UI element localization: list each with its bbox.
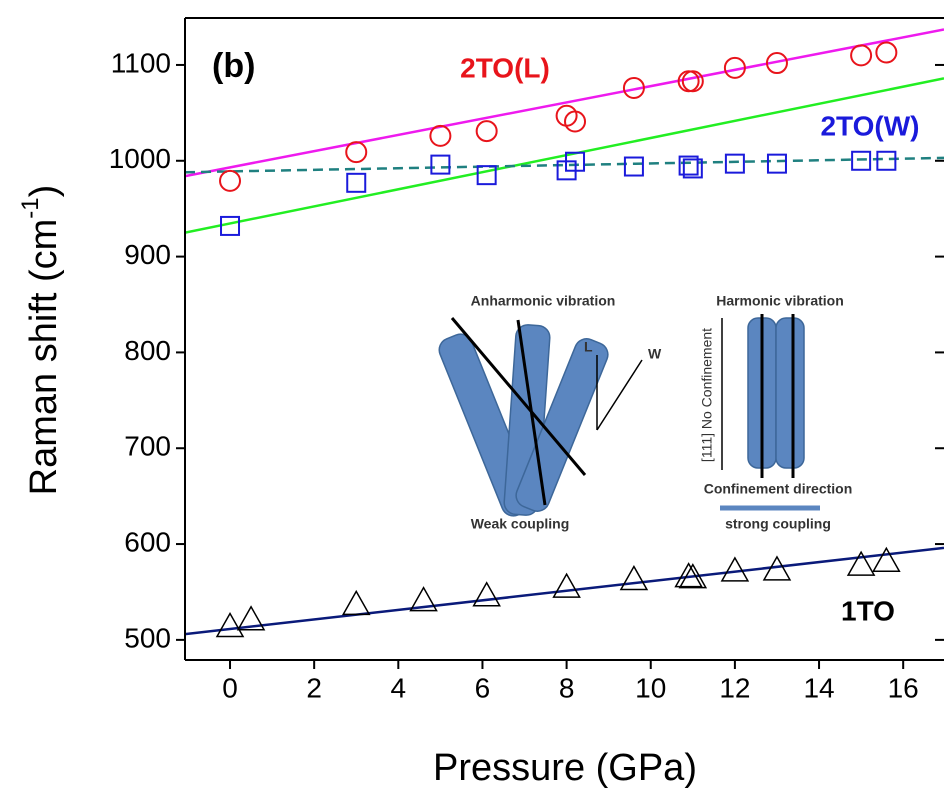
point: [475, 120, 498, 143]
y-tick-label: 900: [124, 239, 171, 270]
point: [674, 562, 703, 588]
x-tick-label: 2: [306, 672, 322, 703]
point: [623, 156, 644, 177]
point: [219, 169, 242, 192]
point: [429, 124, 452, 147]
x-tick-label: 16: [888, 672, 919, 703]
y-tick-label: 800: [124, 335, 171, 366]
point: [552, 572, 581, 598]
y-tick-label: 500: [124, 622, 171, 653]
x-tick-label: 8: [559, 672, 575, 703]
point: [619, 564, 649, 591]
x-tick-label: 10: [635, 672, 666, 703]
x-tick-label: 4: [391, 672, 407, 703]
y-tick-label: 700: [124, 431, 171, 462]
x-axis-label: Pressure (GPa): [433, 747, 697, 789]
x-tick-label: 0: [222, 672, 238, 703]
point: [766, 153, 787, 174]
point: [678, 563, 708, 589]
point: [472, 581, 501, 607]
y-tick-label: 1100: [111, 47, 171, 78]
point: [765, 52, 788, 75]
point: [220, 215, 241, 236]
point: [851, 150, 872, 171]
point: [215, 611, 245, 638]
fit-line: [185, 28, 944, 178]
y-tick-label: 1000: [109, 143, 171, 174]
point: [762, 555, 792, 581]
point: [622, 76, 645, 99]
inset-text: Confinement direction: [704, 481, 853, 497]
point: [682, 158, 703, 179]
inset-diagram: Anharmonic vibration Harmonic vibration …: [438, 293, 853, 532]
panel-label: (b): [212, 47, 255, 85]
series-label: 2TO(W): [820, 110, 919, 141]
y-tick-label: 600: [124, 526, 171, 557]
point: [850, 44, 873, 67]
point: [876, 150, 897, 171]
x-tick-label: 12: [719, 672, 750, 703]
y-axis-label-end: ): [23, 185, 65, 198]
y-axis-label: Raman shift (cm-1): [17, 185, 65, 496]
series-label: 1TO: [841, 595, 895, 626]
y-axis-label-sup: -1: [17, 197, 44, 218]
x-tick-label: 14: [803, 672, 834, 703]
point: [409, 586, 438, 612]
inset-text: Weak coupling: [471, 516, 570, 532]
point: [346, 172, 367, 193]
point: [678, 155, 699, 176]
inset-text: L: [584, 339, 593, 355]
inset-text: Harmonic vibration: [716, 293, 844, 309]
point: [875, 41, 898, 64]
fit-line: [185, 77, 944, 234]
point: [430, 154, 451, 175]
point: [476, 165, 497, 186]
point: [872, 546, 901, 573]
inset-text: strong coupling: [725, 516, 831, 532]
series-label: 2TO(L): [460, 52, 550, 83]
x-tick-label: 6: [475, 672, 491, 703]
point: [681, 70, 704, 93]
point: [846, 550, 876, 576]
inset-text: Anharmonic vibration: [471, 293, 616, 309]
point: [723, 56, 746, 79]
point: [341, 589, 371, 616]
fit-line: [185, 546, 944, 636]
inset-text: W: [648, 346, 662, 362]
point: [720, 556, 750, 582]
fit-line: [185, 156, 944, 174]
inset-text: [111] No Confinement: [699, 328, 715, 462]
point: [724, 153, 745, 174]
y-axis-label-text: Raman shift (cm: [23, 219, 65, 496]
point: [345, 141, 368, 164]
point: [236, 605, 266, 631]
point: [564, 110, 587, 133]
point: [565, 151, 586, 172]
